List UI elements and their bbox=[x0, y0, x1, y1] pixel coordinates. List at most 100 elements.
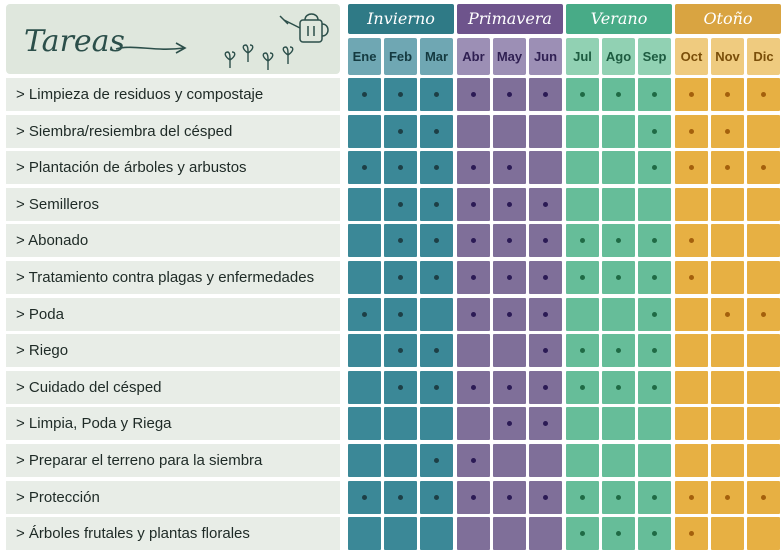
grid-cell bbox=[529, 371, 562, 404]
grid-cell bbox=[420, 261, 453, 294]
grid-cell bbox=[493, 224, 526, 257]
activity-dot bbox=[616, 275, 621, 280]
activity-dot bbox=[471, 275, 476, 280]
grid-cell bbox=[675, 517, 708, 550]
month-header: Jul bbox=[566, 38, 599, 75]
grid-cell bbox=[348, 78, 381, 111]
grid-cell bbox=[420, 298, 453, 331]
activity-dot bbox=[580, 238, 585, 243]
grid-cell bbox=[420, 334, 453, 367]
season-header: Primavera bbox=[457, 4, 563, 34]
activity-dot bbox=[434, 92, 439, 97]
grid-cell bbox=[747, 371, 780, 404]
grid-cell bbox=[566, 444, 599, 477]
grid-cell bbox=[711, 298, 744, 331]
activity-dot bbox=[652, 165, 657, 170]
grid-cell bbox=[348, 298, 381, 331]
sprouts-icon bbox=[224, 44, 294, 70]
grid-cell bbox=[602, 481, 635, 514]
grid-cell bbox=[493, 151, 526, 184]
activity-dot bbox=[398, 348, 403, 353]
grid-cell bbox=[420, 151, 453, 184]
month-header: Ago bbox=[602, 38, 635, 75]
grid-cell bbox=[675, 78, 708, 111]
activity-dot bbox=[543, 421, 548, 426]
grid-cell bbox=[457, 261, 490, 294]
grid-cell bbox=[566, 151, 599, 184]
activity-dot bbox=[507, 421, 512, 426]
activity-dot bbox=[761, 495, 766, 500]
grid-cell bbox=[457, 188, 490, 221]
grid-cell bbox=[529, 334, 562, 367]
season-header: Invierno bbox=[348, 4, 454, 34]
grid-cell bbox=[638, 115, 671, 148]
grid-cell bbox=[602, 444, 635, 477]
activity-dot bbox=[362, 312, 367, 317]
activity-dot bbox=[725, 92, 730, 97]
grid-cell bbox=[384, 407, 417, 440]
title-panel: Tareas bbox=[6, 4, 340, 74]
activity-dot bbox=[507, 385, 512, 390]
grid-cell bbox=[638, 407, 671, 440]
grid-cell bbox=[457, 298, 490, 331]
grid-cell bbox=[493, 517, 526, 550]
activity-dot bbox=[362, 165, 367, 170]
activity-dot bbox=[725, 165, 730, 170]
grid-cell bbox=[747, 261, 780, 294]
activity-dot bbox=[434, 458, 439, 463]
grid-cell bbox=[675, 188, 708, 221]
activity-dot bbox=[362, 92, 367, 97]
activity-dot bbox=[507, 165, 512, 170]
grid-cell bbox=[457, 481, 490, 514]
grid-cell bbox=[711, 151, 744, 184]
grid-cell bbox=[566, 224, 599, 257]
grid-cell bbox=[493, 188, 526, 221]
activity-dot bbox=[398, 275, 403, 280]
month-header: Jun bbox=[529, 38, 562, 75]
season-header: Verano bbox=[566, 4, 672, 34]
month-header: Dic bbox=[747, 38, 780, 75]
activity-dot bbox=[580, 275, 585, 280]
grid-cell bbox=[675, 261, 708, 294]
grid-cell bbox=[638, 298, 671, 331]
activity-dot bbox=[398, 165, 403, 170]
grid-cell bbox=[602, 115, 635, 148]
grid-cell bbox=[529, 444, 562, 477]
activity-dot bbox=[434, 238, 439, 243]
grid-cell bbox=[493, 261, 526, 294]
grid-cell bbox=[711, 78, 744, 111]
grid-cell bbox=[747, 224, 780, 257]
activity-dot bbox=[652, 531, 657, 536]
grid-cell bbox=[420, 115, 453, 148]
grid-cell bbox=[529, 481, 562, 514]
activity-dot bbox=[761, 92, 766, 97]
grid-cell bbox=[747, 517, 780, 550]
grid-cell bbox=[638, 224, 671, 257]
grid-cell bbox=[711, 371, 744, 404]
grid-cell bbox=[602, 78, 635, 111]
grid-cell bbox=[602, 298, 635, 331]
activity-dot bbox=[580, 531, 585, 536]
grid-cell bbox=[566, 334, 599, 367]
grid-cell bbox=[566, 261, 599, 294]
activity-dot bbox=[507, 202, 512, 207]
activity-dot bbox=[580, 385, 585, 390]
grid-cell bbox=[457, 517, 490, 550]
grid-cell bbox=[711, 115, 744, 148]
activity-dot bbox=[434, 348, 439, 353]
grid-cell bbox=[675, 115, 708, 148]
grid-cell bbox=[529, 115, 562, 148]
activity-dot bbox=[543, 202, 548, 207]
grid-cell bbox=[566, 481, 599, 514]
grid-cell bbox=[384, 517, 417, 550]
activity-dot bbox=[652, 129, 657, 134]
task-label: > Limpia, Poda y Riega bbox=[6, 407, 340, 440]
grid-cell bbox=[384, 188, 417, 221]
grid-cell bbox=[747, 298, 780, 331]
activity-dot bbox=[652, 275, 657, 280]
activity-dot bbox=[616, 385, 621, 390]
grid-cell bbox=[602, 517, 635, 550]
activity-dot bbox=[725, 312, 730, 317]
grid-cell bbox=[566, 115, 599, 148]
grid-cell bbox=[384, 481, 417, 514]
